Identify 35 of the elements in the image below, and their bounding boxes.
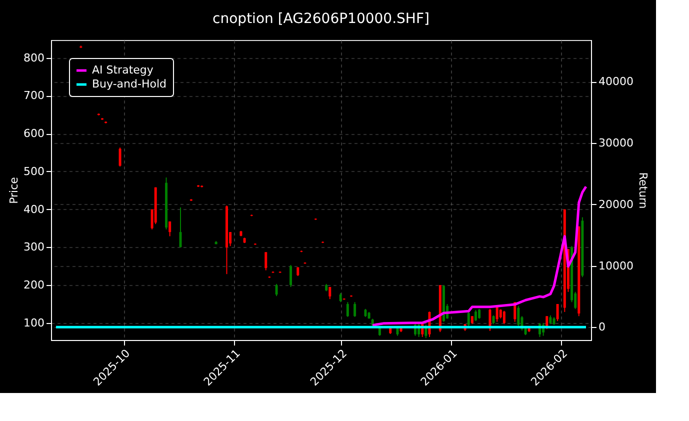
y2-axis-title: Return xyxy=(636,172,650,209)
y-tick-label: 300 xyxy=(24,240,44,254)
candlestick xyxy=(478,308,481,320)
candlestick xyxy=(474,310,477,322)
candlestick xyxy=(290,264,292,288)
candlestick xyxy=(275,283,278,297)
y-tick-label: 400 xyxy=(24,202,44,216)
candlestick xyxy=(546,316,548,330)
candlestick xyxy=(354,302,356,318)
candlestick xyxy=(168,220,172,237)
y-axis-title: Price xyxy=(8,176,21,204)
y-tick-label: 100 xyxy=(24,316,44,330)
candlestick xyxy=(264,252,268,271)
y2-tick-label: 10000 xyxy=(598,259,634,272)
y2-tick-label: 20000 xyxy=(598,198,634,211)
legend-label: Buy-and-Hold xyxy=(92,78,167,90)
candlestick xyxy=(346,302,349,318)
legend-label: AI Strategy xyxy=(92,64,154,76)
candlestick xyxy=(328,286,332,300)
candlestick xyxy=(467,311,470,326)
candlestick xyxy=(118,147,122,168)
chart-title: cnoption [AG2606P10000.SHF] xyxy=(212,11,430,27)
candlestick xyxy=(517,305,520,326)
y-tick-label: 600 xyxy=(24,127,44,140)
y2-tick-label: 40000 xyxy=(598,75,634,88)
y2-tick-label: 30000 xyxy=(598,136,634,150)
y-tick-label: 200 xyxy=(24,278,44,292)
y-tick-label: 800 xyxy=(24,51,44,64)
y2-tick-label: 0 xyxy=(598,320,606,334)
candlestick xyxy=(502,310,506,325)
y-tick-label: 700 xyxy=(24,89,44,102)
candlestick xyxy=(556,304,559,322)
y-tick-label: 500 xyxy=(24,164,44,178)
candlestick xyxy=(339,292,342,303)
candlestick xyxy=(179,206,182,248)
